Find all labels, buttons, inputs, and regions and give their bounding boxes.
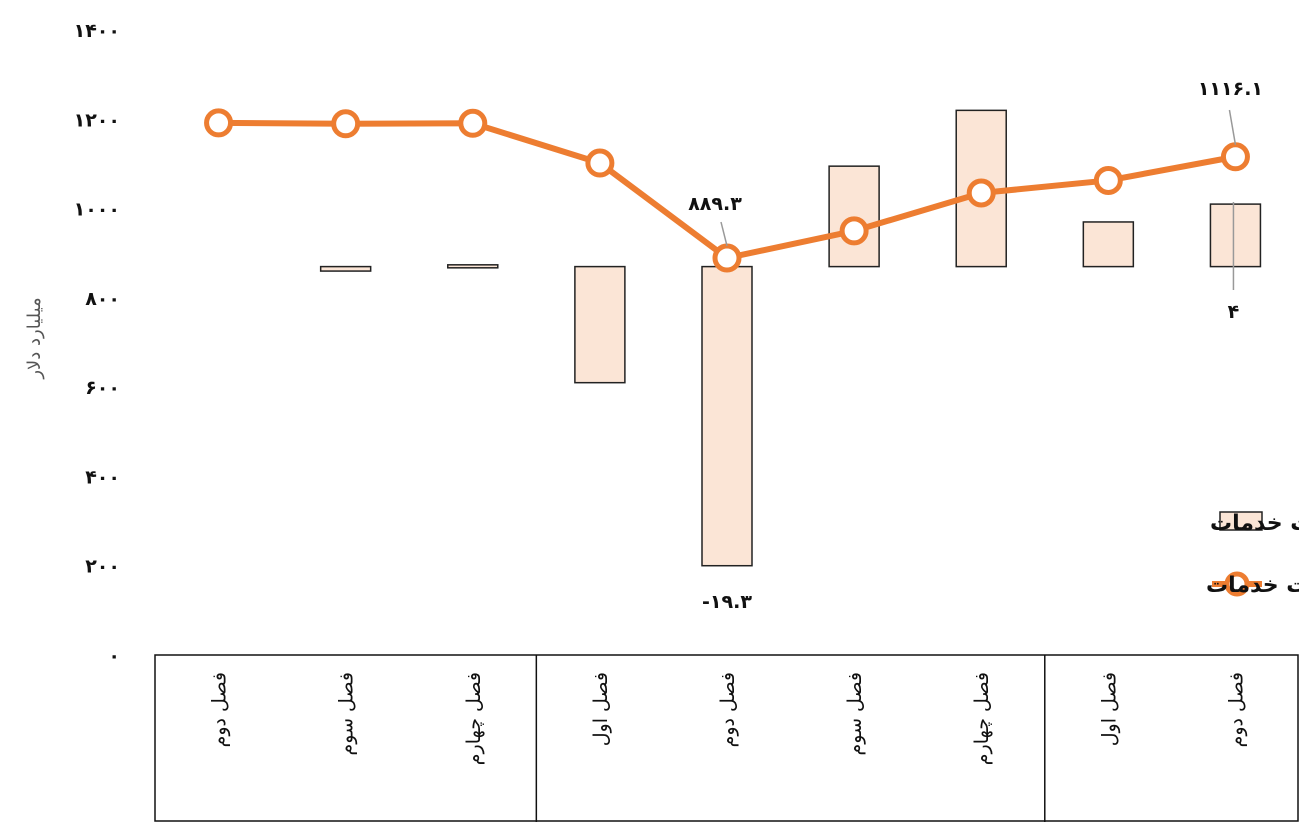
legend-bar-swatch [1219, 511, 1263, 531]
y-axis-ticks: ۰ ۲۰۰ ۴۰۰ ۶۰۰ ۸۰۰ ۱۰۰۰ ۱۲۰۰ ۱۴۰۰ [74, 20, 120, 667]
bar [319, 265, 372, 272]
line-point [1220, 142, 1250, 172]
legend-label: رشد صادرات خدمات [1210, 511, 1299, 536]
category-label: فصل دوم [1225, 672, 1247, 747]
category-label: فصل چهارم [971, 672, 993, 765]
bar-series [319, 109, 1262, 567]
category-box [154, 654, 1299, 822]
y-tick-label: ۱۴۰۰ [74, 20, 120, 42]
data-label: -۱۹.۳ [702, 591, 752, 613]
bar [828, 165, 880, 268]
line-point [585, 148, 615, 178]
category-label: فصل دوم [209, 672, 231, 747]
line-point [458, 108, 488, 138]
y-tick-label: ۲۰۰ [85, 556, 120, 578]
bar [1082, 221, 1135, 268]
bar [447, 264, 499, 269]
data-label: ۱۱۱۶.۱ [1198, 78, 1263, 100]
y-axis-label: میلیارد دلار [24, 297, 45, 379]
legend: رشد صادرات خدمات صادرات خدمات [1206, 511, 1299, 598]
line-point [204, 108, 234, 138]
line-point [712, 243, 742, 273]
bar [701, 265, 753, 567]
leader-line [720, 221, 728, 247]
bar [574, 265, 626, 384]
data-label: ۸۸۹.۳ [688, 193, 742, 215]
category-label: فصل دوم [717, 672, 739, 747]
category-label: فصل سوم [844, 672, 866, 756]
line-point [966, 178, 996, 208]
line-series [204, 108, 1250, 273]
legend-label: صادرات خدمات [1206, 573, 1299, 598]
category-label: فصل اول [590, 672, 612, 746]
data-label: ۴ [1228, 301, 1240, 323]
bar [1209, 203, 1262, 268]
line-point [1093, 165, 1123, 195]
line-point [839, 216, 869, 246]
legend-line-marker [1224, 571, 1250, 597]
y-tick-label: ۸۰۰ [85, 288, 120, 310]
category-axis: فصل دوم فصل سوم فصل چهارم فصل اول فصل دوم فصل… [154, 654, 1299, 822]
category-label: فصل چهارم [463, 672, 485, 765]
leader-line [1228, 109, 1237, 145]
line-point [331, 109, 361, 139]
category-label: فصل سوم [336, 672, 358, 756]
category-label: فصل اول [1098, 672, 1120, 746]
y-tick-label: ۴۰۰ [85, 466, 120, 488]
y-tick-label: ۱۲۰۰ [74, 109, 120, 131]
y-tick-label: ۱۰۰۰ [74, 199, 120, 221]
y-tick-label: ۶۰۰ [85, 377, 120, 399]
y-tick-label: ۰ [108, 645, 120, 667]
data-labels: ۸۸۹.۳ ۱۱۱۶.۱ -۱۹.۳ ۴ [688, 78, 1263, 613]
